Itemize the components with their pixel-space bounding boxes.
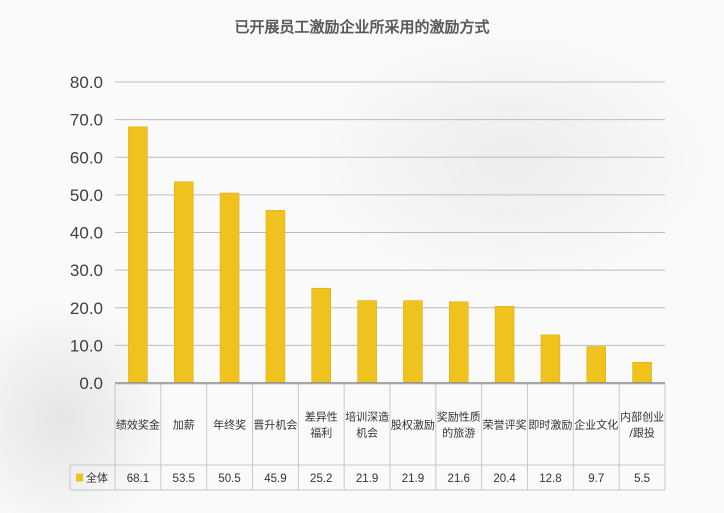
data-value: 20.4 — [493, 473, 516, 485]
bar — [632, 362, 652, 384]
y-tick-label: 30.0 — [70, 261, 103, 280]
y-tick-label: 80.0 — [70, 73, 103, 92]
category-label: 荣誉评奖 — [483, 418, 527, 432]
data-value: 53.5 — [173, 473, 195, 485]
y-tick-label: 0.0 — [79, 374, 103, 393]
data-value: 21.6 — [448, 473, 470, 485]
data-value: 9.7 — [588, 473, 604, 485]
data-value: 21.9 — [356, 473, 378, 485]
y-tick-label: 20.0 — [70, 299, 103, 318]
y-tick-label: 10.0 — [70, 336, 103, 355]
category-label: 差异性 — [305, 410, 338, 424]
y-tick-label: 70.0 — [70, 111, 103, 130]
category-label: 福利 — [310, 426, 332, 440]
category-label: 企业文化 — [574, 418, 618, 432]
bar — [540, 334, 561, 384]
category-label: 的旅游 — [442, 426, 475, 440]
legend-label: 全体 — [86, 471, 108, 485]
category-label: 股权激励 — [391, 418, 435, 432]
chart-title: 已开展员工激励企业所采用的激励方式 — [234, 18, 490, 36]
category-label: 加薪 — [173, 419, 195, 432]
y-tick-label: 40.0 — [70, 224, 103, 243]
category-label: 内部创业 — [620, 410, 664, 424]
data-value: 5.5 — [634, 473, 650, 485]
data-value: 25.2 — [310, 473, 332, 485]
category-label: 年终奖 — [213, 418, 246, 432]
data-value: 45.9 — [264, 473, 286, 485]
bar — [128, 126, 148, 384]
category-label: /跟投 — [629, 426, 655, 440]
category-label: 绩效奖金 — [116, 418, 160, 432]
legend-swatch — [76, 473, 83, 482]
bar — [403, 300, 423, 384]
y-tick-label: 50.0 — [70, 186, 103, 205]
bar — [311, 287, 331, 384]
category-label: 机会 — [356, 426, 378, 440]
category-label: 即时激励 — [528, 418, 572, 432]
data-value: 12.8 — [539, 473, 561, 485]
bar — [219, 192, 240, 384]
bar — [586, 346, 606, 384]
bar — [449, 301, 469, 384]
bar — [174, 181, 194, 384]
category-label: 晋升机会 — [253, 418, 297, 432]
category-label: 培训深造 — [345, 410, 389, 424]
data-value: 21.9 — [402, 473, 424, 485]
bar — [265, 210, 286, 384]
y-tick-label: 60.0 — [70, 148, 103, 167]
data-value: 50.5 — [218, 473, 240, 485]
bar — [357, 300, 377, 384]
data-value: 68.1 — [127, 473, 149, 485]
bar — [494, 305, 515, 384]
category-label: 奖励性质 — [437, 410, 481, 424]
